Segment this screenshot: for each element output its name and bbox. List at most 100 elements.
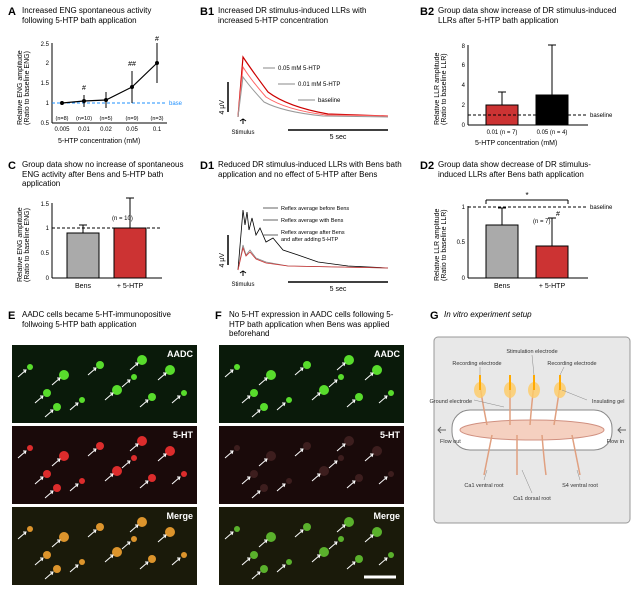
svg-text:0: 0 — [462, 276, 466, 282]
svg-text:2: 2 — [46, 61, 50, 67]
panel-b2-ylabel: Relative LLR amplitude(Ratio to baseline… — [434, 50, 448, 128]
panel-d2-chart: 0 0.5 1 baseline * # (n = 7) Bens + 5-HT… — [448, 198, 608, 296]
panelF-micrograph-5-ht: 5-HT — [219, 426, 404, 504]
panel-d2-label: D2 — [420, 160, 434, 172]
svg-text:0.01 (n = 7): 0.01 (n = 7) — [487, 130, 518, 136]
svg-text:0.05 mM 5-HTP: 0.05 mM 5-HTP — [278, 66, 320, 72]
svg-text:2: 2 — [462, 103, 466, 109]
panel-a-title: Increased ENG spontaneous activity follo… — [22, 6, 172, 25]
svg-text:Flow out: Flow out — [440, 439, 461, 445]
svg-text:Bens: Bens — [494, 283, 510, 290]
svg-text:0.05 (n = 4): 0.05 (n = 4) — [537, 130, 568, 136]
panel-d1-label: D1 — [200, 160, 214, 172]
panel-g-title: In vitro experiment setup — [444, 310, 604, 320]
svg-text:4: 4 — [462, 83, 466, 89]
panel-a-chart: 0.5 1 1.5 2 2.5 0.005 0.01 0.02 0.05 0.1… — [32, 38, 177, 148]
panel-e-title: AADC cells became 5-HT-immunopositive fo… — [22, 310, 187, 329]
panel-b2-xlabel: 5-HTP concentration (mM) — [475, 140, 557, 147]
panelF-micrograph-merge: Merge — [219, 507, 404, 585]
svg-text:+ 5-HTP: + 5-HTP — [539, 283, 566, 290]
svg-text:AADC: AADC — [374, 349, 400, 359]
svg-text:Stimulus: Stimulus — [231, 130, 254, 136]
svg-text:(n = 7): (n = 7) — [533, 219, 551, 225]
panel-d2-ylabel: Relative LLR amplitude(Ratio to baseline… — [434, 206, 448, 284]
svg-text:0.05: 0.05 — [126, 127, 138, 133]
panelE-micrograph-5-ht: 5-HT — [12, 426, 197, 504]
svg-text:4 µV: 4 µV — [219, 253, 226, 268]
panel-c-title: Group data show no increase of spontaneo… — [22, 160, 187, 189]
panel-a-ylabel: Relative ENG amplitude(Ratio to baseline… — [17, 48, 31, 128]
panel-e-label: E — [8, 310, 15, 322]
svg-text:5 sec: 5 sec — [330, 134, 347, 141]
svg-text:S4 ventral root: S4 ventral root — [562, 483, 598, 489]
panel-b2-label: B2 — [420, 6, 434, 18]
svg-text:0.5: 0.5 — [41, 251, 50, 257]
svg-text:1: 1 — [46, 226, 50, 232]
panel-f-label: F — [215, 310, 222, 322]
svg-text:2.5: 2.5 — [41, 42, 50, 48]
svg-text:0.1: 0.1 — [153, 127, 162, 133]
svg-text:##: ## — [128, 61, 136, 68]
panel-b2-title: Group data show increase of DR stimulus-… — [438, 6, 618, 25]
panel-d1-traces: 4 µV 5 sec Stimulus Reflex average befor… — [218, 200, 398, 296]
panel-g-label: G — [430, 310, 439, 322]
panelE-micrograph-aadc: AADC — [12, 345, 197, 423]
svg-text:0.01: 0.01 — [78, 127, 90, 133]
svg-text:0: 0 — [46, 276, 50, 282]
svg-text:(n = 10): (n = 10) — [112, 216, 133, 222]
svg-text:Recording electrode: Recording electrode — [452, 361, 501, 367]
svg-text:Stimulus: Stimulus — [231, 282, 254, 288]
panel-b1-title: Increased DR stimulus-induced LLRs with … — [218, 6, 388, 25]
svg-text:base: base — [169, 101, 183, 107]
panel-b2-chart: 0 2 4 6 8 baseline 0.01 (n = 7) 0.05 (n … — [448, 40, 608, 148]
svg-text:4 µV: 4 µV — [219, 100, 226, 115]
svg-text:5 sec: 5 sec — [330, 286, 347, 293]
svg-text:Reflex average after Bens: Reflex average after Bens — [281, 230, 345, 236]
svg-text:*: * — [525, 191, 528, 200]
svg-text:Stimulation electrode: Stimulation electrode — [506, 349, 557, 355]
svg-text:1.5: 1.5 — [41, 202, 50, 208]
svg-text:Bens: Bens — [75, 283, 91, 290]
svg-text:(n=5): (n=5) — [100, 116, 113, 122]
svg-text:Insulating gel: Insulating gel — [592, 399, 624, 405]
panel-d1-title: Reduced DR stimulus-induced LLRs with Be… — [218, 160, 403, 179]
svg-text:0.5: 0.5 — [41, 121, 50, 127]
svg-text:AADC: AADC — [167, 349, 193, 359]
svg-text:Recording electrode: Recording electrode — [547, 361, 596, 367]
svg-text:0.02: 0.02 — [100, 127, 112, 133]
svg-text:Merge: Merge — [166, 511, 193, 521]
svg-text:Reflex average with Bens: Reflex average with Bens — [281, 218, 344, 224]
svg-text:baseline: baseline — [318, 98, 341, 104]
svg-text:0.01 mM 5-HTP: 0.01 mM 5-HTP — [298, 82, 340, 88]
svg-text:baseline: baseline — [590, 205, 613, 211]
panel-a-xlabel: 5-HTP concentration (mM) — [58, 138, 140, 145]
svg-text:5-HT: 5-HT — [173, 430, 194, 440]
panel-b1-traces: 4 µV 5 sec Stimulus 0.05 mM 5-HTP 0.01 m… — [218, 42, 398, 142]
panelF-micrograph-aadc: AADC — [219, 345, 404, 423]
svg-text:baseline: baseline — [590, 113, 613, 119]
svg-text:(n=3): (n=3) — [151, 116, 164, 122]
panel-b1-label: B1 — [200, 6, 214, 18]
panel-d2-title: Group data show decrease of DR stimulus-… — [438, 160, 618, 179]
svg-text:(n=8): (n=8) — [56, 116, 69, 122]
svg-text:Flow in: Flow in — [607, 439, 624, 445]
panel-c-chart: 0 0.5 1 1.5 (n = 10) Bens + 5-HTP — [32, 198, 177, 296]
svg-text:5-HT: 5-HT — [380, 430, 401, 440]
svg-text:#: # — [155, 36, 159, 43]
svg-text:1: 1 — [46, 101, 50, 107]
svg-text:(n=10): (n=10) — [76, 116, 92, 122]
svg-text:1.5: 1.5 — [41, 81, 50, 87]
svg-text:#: # — [82, 85, 86, 92]
svg-text:+ 5-HTP: + 5-HTP — [117, 283, 144, 290]
svg-text:Ca1 dorsal root: Ca1 dorsal root — [513, 496, 551, 502]
svg-text:Merge: Merge — [373, 511, 400, 521]
svg-text:Ground electrode: Ground electrode — [430, 399, 473, 405]
svg-text:8: 8 — [462, 44, 466, 50]
panel-g-diagram: Stimulation electrode Recording electrod… — [432, 335, 632, 525]
panelE-micrograph-merge: Merge — [12, 507, 197, 585]
svg-text:6: 6 — [462, 63, 466, 69]
svg-text:1: 1 — [462, 205, 466, 211]
svg-text:0: 0 — [462, 123, 466, 129]
panel-c-ylabel: Relative ENG amplitude(Ratio to baseline… — [17, 206, 31, 284]
panel-a-label: A — [8, 6, 16, 18]
